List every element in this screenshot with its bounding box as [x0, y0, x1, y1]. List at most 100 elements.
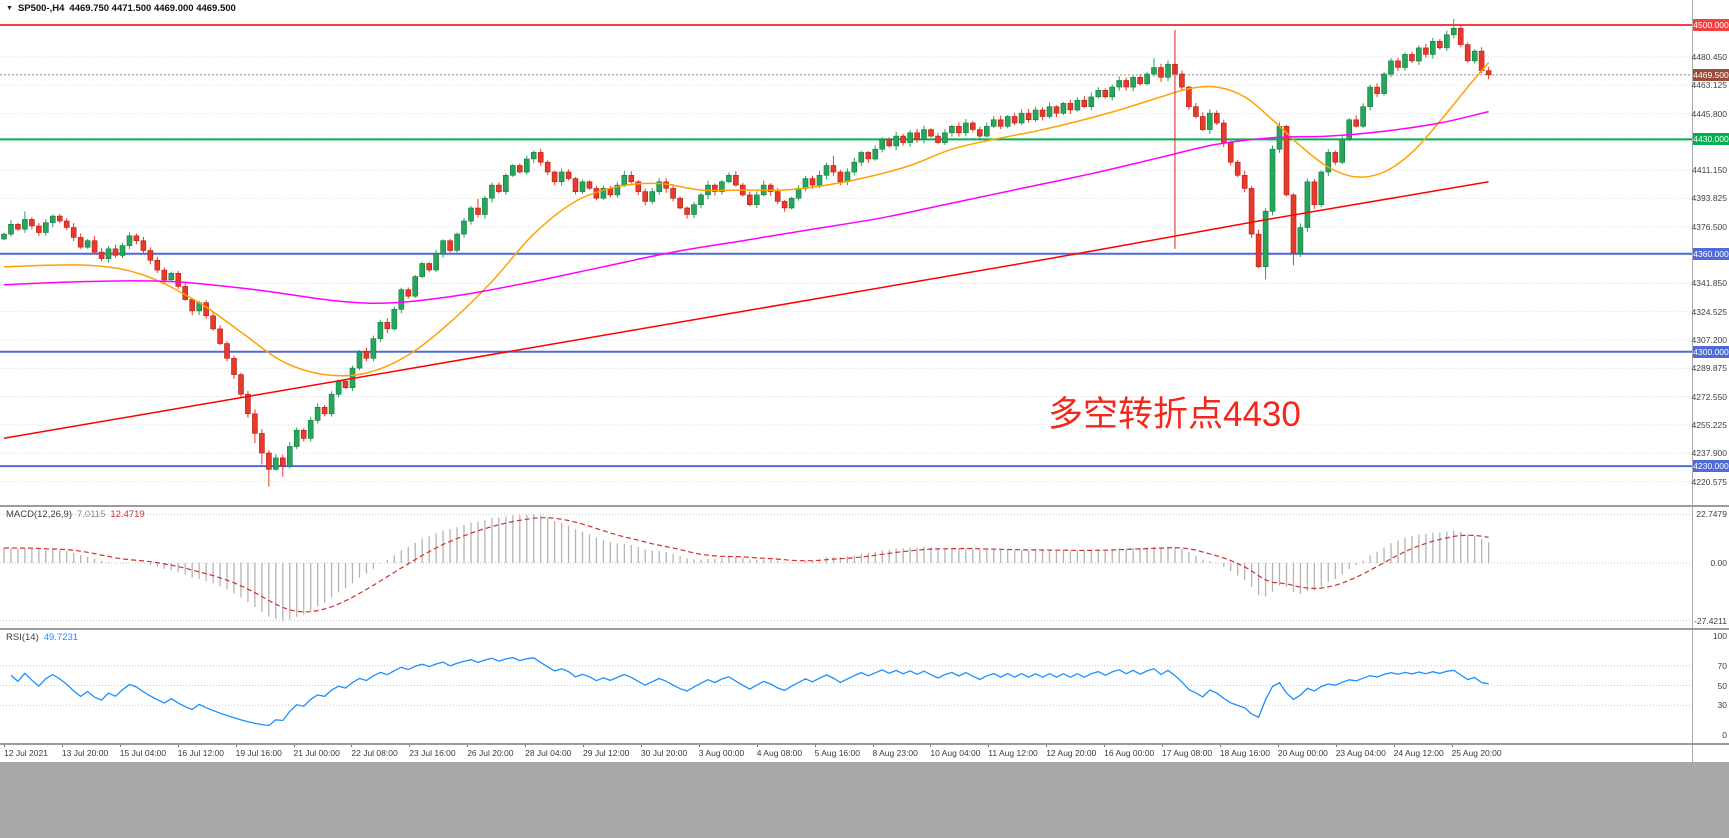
time-tick	[988, 743, 990, 747]
price-tag-4360.000: 4360.000	[1693, 247, 1729, 260]
time-axis-label: 5 Aug 16:00	[814, 748, 860, 758]
price-tick-label: 4324.525	[1691, 306, 1727, 317]
time-axis-label: 8 Aug 23:00	[872, 748, 918, 758]
time-tick	[4, 743, 5, 747]
macd-signal-line	[3, 517, 1489, 613]
time-axis-label: 20 Aug 00:00	[1277, 748, 1328, 758]
time-axis-label: 17 Aug 08:00	[1162, 748, 1213, 758]
ma-slow-red-line[interactable]	[3, 181, 1489, 440]
symbol-info: ▼ SP500-,H4 4469.750 4471.500 4469.000 4…	[6, 3, 236, 14]
time-tick	[1335, 743, 1337, 747]
rsi-label: RSI(14) 49.7231	[6, 632, 78, 643]
macd-axis-label: 22.7479	[1696, 509, 1727, 520]
rsi-line	[10, 656, 1489, 727]
time-tick	[872, 743, 874, 747]
chart-annotation[interactable]: 多空转折点4430	[1048, 395, 1301, 434]
price-axis[interactable]: 4480.450 4463.125 4445.800 4411.150 4393.825…	[1692, 0, 1729, 762]
time-axis[interactable]: 12 Jul 2021 13 Jul 20:00 15 Jul 04:00 16 Ju…	[0, 743, 1693, 762]
time-tick	[293, 743, 295, 747]
time-axis-label: 23 Aug 04:00	[1335, 748, 1386, 758]
macd-axis-label: -27.4211	[1694, 615, 1727, 626]
time-tick	[698, 743, 700, 747]
symbol-quote: 4469.750 4471.500 4469.000 4469.500	[69, 3, 236, 14]
time-tick	[177, 743, 179, 747]
time-axis-label: 12 Jul 2021	[4, 748, 48, 758]
rsi-canvas[interactable]	[0, 630, 1693, 743]
price-tag-4230.000: 4230.000	[1693, 460, 1729, 473]
time-tick	[61, 743, 63, 747]
rsi-axis-label: 30	[1717, 700, 1727, 711]
time-axis-label: 26 Jul 20:00	[467, 748, 514, 758]
current-price-tag: 4469.500	[1693, 68, 1729, 81]
time-tick	[409, 743, 411, 747]
ma-medium-magenta-line[interactable]	[3, 110, 1489, 305]
time-tick	[1393, 743, 1395, 747]
macd-label: MACD(12,26,9) 7.0115 12.4719	[6, 509, 145, 520]
macd-histogram	[3, 514, 1490, 621]
rsi-axis-label: 50	[1717, 680, 1727, 691]
time-axis-separator	[0, 743, 1729, 745]
price-tick-label: 4255.225	[1691, 419, 1727, 430]
pane-separator-rsi[interactable]	[0, 628, 1729, 630]
price-tick-label: 4272.550	[1691, 391, 1727, 402]
symbol-name: SP500-,H4	[17, 3, 65, 14]
time-axis-label: 3 Aug 00:00	[698, 748, 745, 758]
time-axis-label: 13 Jul 20:00	[61, 748, 109, 758]
time-axis-label: 18 Aug 16:00	[1219, 748, 1270, 758]
time-tick	[930, 743, 932, 747]
time-tick	[467, 743, 469, 747]
time-tick	[1104, 743, 1106, 747]
price-tick-label: 4480.450	[1691, 51, 1727, 62]
price-tick-label: 4341.850	[1691, 278, 1727, 289]
time-axis-label: 19 Jul 16:00	[235, 748, 282, 758]
macd-axis-label: 0.00	[1710, 557, 1727, 568]
time-tick	[119, 743, 121, 747]
rsi-axis-label: 100	[1712, 631, 1727, 641]
symbol-dropdown-icon[interactable]: ▼	[6, 5, 13, 12]
time-axis-label: 28 Jul 04:00	[525, 748, 572, 758]
time-axis-label: 21 Jul 00:00	[293, 748, 340, 758]
price-tag-4300.000: 4300.000	[1693, 345, 1729, 358]
pane-separator-macd[interactable]	[0, 505, 1729, 507]
time-axis-label: 29 Jul 12:00	[583, 748, 630, 758]
price-tick-label: 4393.825	[1691, 193, 1727, 204]
time-tick	[1219, 743, 1221, 747]
time-tick	[1046, 743, 1048, 747]
price-tick-label: 4220.575	[1691, 476, 1727, 487]
time-axis-label: 15 Jul 04:00	[119, 748, 167, 758]
rsi-axis-label: 0	[1722, 730, 1727, 740]
time-axis-label: 30 Jul 20:00	[640, 748, 688, 758]
ma-fast-orange-line[interactable]	[3, 62, 1490, 377]
time-tick	[640, 743, 642, 747]
time-axis-label: 10 Aug 04:00	[930, 748, 981, 758]
time-tick	[756, 743, 758, 747]
time-axis-label: 16 Aug 00:00	[1104, 748, 1155, 758]
time-tick	[1162, 743, 1163, 747]
time-tick	[814, 743, 816, 747]
main-chart-canvas[interactable]	[0, 0, 1693, 505]
time-axis-label: 25 Aug 20:00	[1451, 748, 1502, 758]
price-tag-4500.000: 4500.000	[1693, 18, 1729, 31]
macd-value-signal: 12.4719	[110, 509, 145, 520]
price-tick-label: 4307.200	[1691, 334, 1727, 345]
price-tick-label: 4376.500	[1691, 221, 1727, 232]
price-tick-label: 4463.125	[1691, 80, 1727, 91]
macd-value-main: 7.0115	[77, 509, 106, 520]
price-tick-label: 4289.875	[1691, 363, 1727, 374]
time-tick	[1451, 743, 1453, 747]
time-tick	[583, 743, 584, 747]
rsi-value: 49.7231	[43, 632, 79, 643]
time-axis-label: 12 Aug 20:00	[1046, 748, 1097, 758]
price-tick-label: 4411.150	[1692, 165, 1727, 176]
time-axis-label: 22 Jul 08:00	[351, 748, 398, 758]
time-axis-label: 16 Jul 12:00	[177, 748, 225, 758]
rsi-name: RSI(14)	[6, 632, 39, 643]
time-axis-label: 4 Aug 08:00	[756, 748, 803, 758]
time-tick	[1277, 743, 1279, 747]
time-tick	[235, 743, 237, 747]
macd-canvas[interactable]	[0, 507, 1693, 628]
time-axis-label: 11 Aug 12:00	[988, 748, 1038, 758]
price-tick-label: 4445.800	[1691, 108, 1727, 119]
price-tick-label: 4237.900	[1691, 448, 1727, 459]
